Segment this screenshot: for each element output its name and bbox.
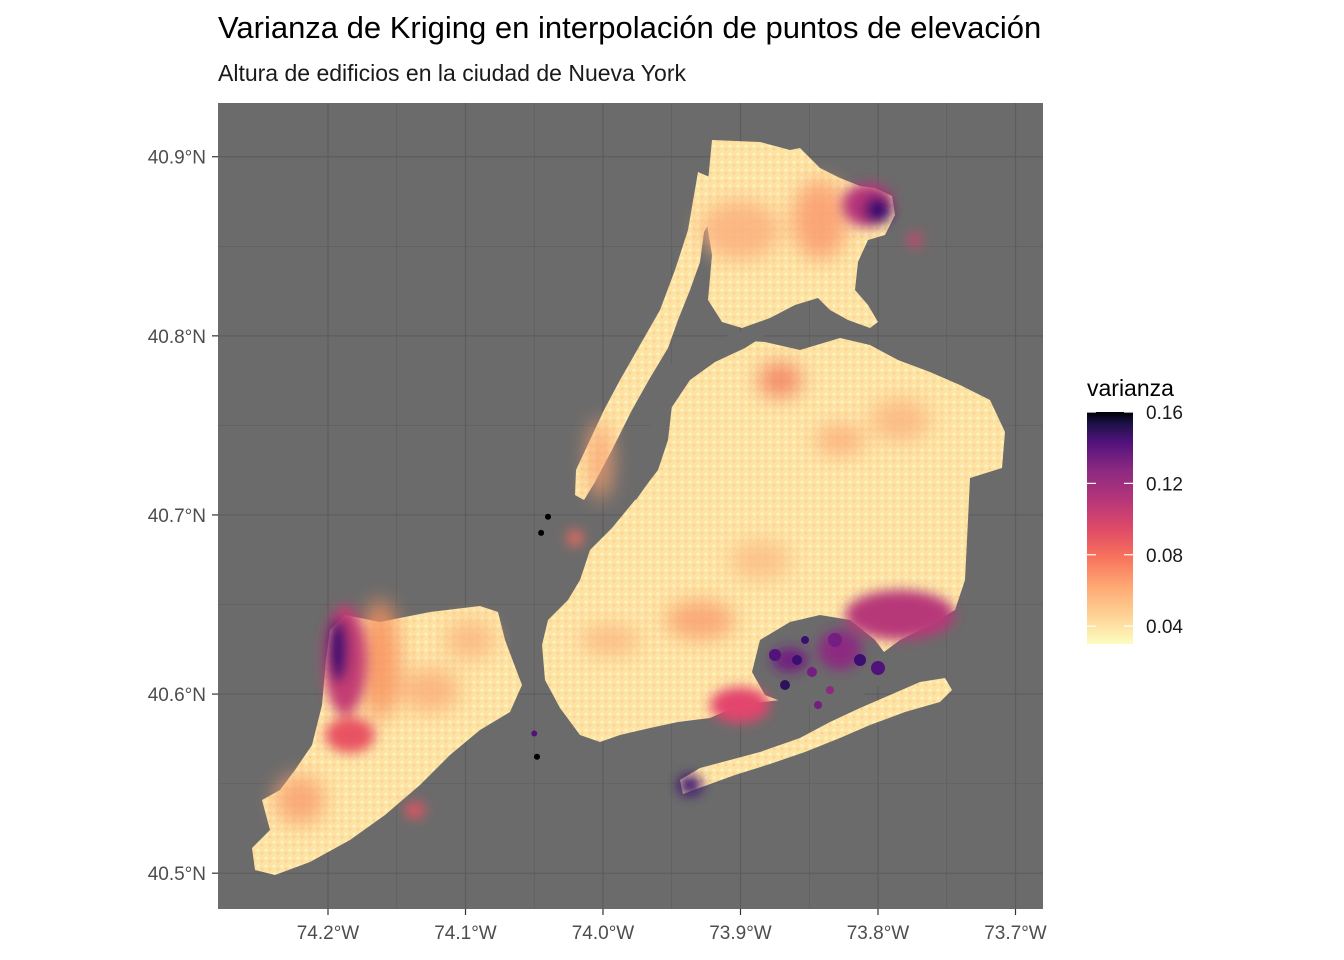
x-tick-label-0: 74.2°W — [297, 923, 360, 944]
region-rockaway — [680, 678, 952, 794]
isolated-points — [531, 513, 551, 760]
kriging-variance-surface — [252, 140, 1005, 875]
variance-mid-areas — [275, 180, 930, 825]
legend-ticks: 0.16 0.12 0.08 0.04 — [1087, 403, 1183, 638]
legend-label-3: 0.04 — [1146, 617, 1183, 638]
legend: varianza 0.16 0.12 0.08 0.04 — [1087, 375, 1183, 644]
y-tick-label-1: 40.8°N — [148, 327, 206, 348]
legend-title: varianza — [1087, 375, 1174, 401]
isolated-point-2 — [531, 730, 538, 737]
chart-title: Varianza de Kriging en interpolación de … — [218, 10, 1042, 45]
x-tick-label-3: 73.9°W — [709, 923, 772, 944]
legend-label-0: 0.16 — [1146, 403, 1183, 424]
isolated-point-1 — [538, 529, 545, 536]
legend-label-1: 0.12 — [1146, 474, 1183, 495]
isolated-point-0 — [545, 513, 551, 520]
x-tick-label-4: 73.8°W — [847, 923, 910, 944]
variance-hotspots — [323, 183, 955, 818]
x-tick-label-2: 74.0°W — [572, 923, 635, 944]
y-tick-label-4: 40.5°N — [148, 864, 206, 885]
region-manhattan — [575, 172, 716, 500]
x-tick-label-5: 73.7°W — [984, 923, 1047, 944]
y-tick-label-3: 40.6°N — [148, 685, 206, 706]
chart-subtitle: Altura de edificios en la ciudad de Nuev… — [218, 60, 686, 86]
x-tick-label-1: 74.1°W — [434, 923, 497, 944]
jamaica-bay-islets — [769, 633, 885, 709]
y-tick-label-0: 40.9°N — [148, 148, 206, 169]
east-river-water — [630, 330, 770, 500]
isolated-point-3 — [534, 753, 540, 760]
legend-colorbar — [1087, 412, 1133, 644]
y-tick-label-2: 40.7°N — [148, 506, 206, 527]
legend-label-2: 0.08 — [1146, 546, 1183, 567]
axis-ticks: 74.2°W 74.1°W 74.0°W 73.9°W 73.8°W 73.7°W 40.9… — [148, 148, 1047, 944]
